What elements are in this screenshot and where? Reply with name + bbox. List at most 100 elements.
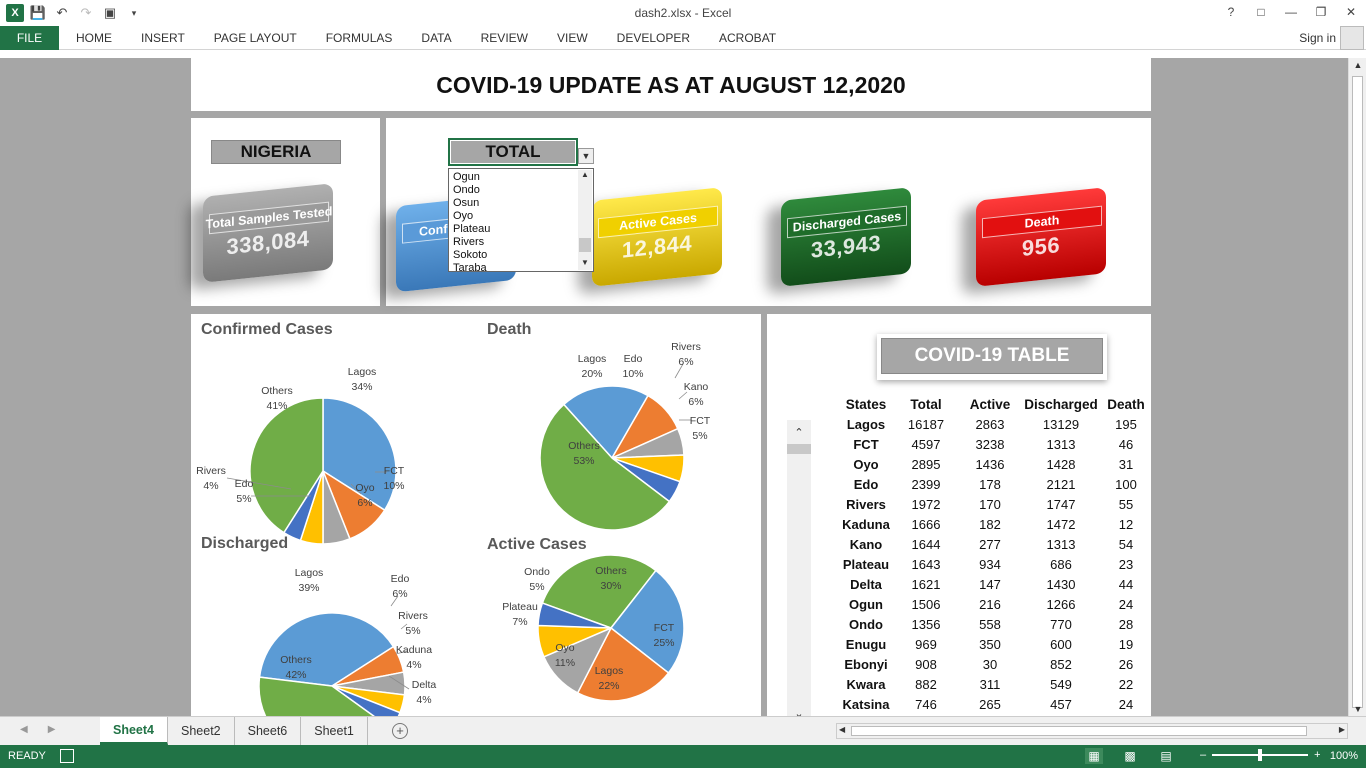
sheet-tab-sheet2[interactable]: Sheet2 <box>168 717 235 745</box>
save-icon[interactable]: 💾 <box>29 5 47 20</box>
customize-qat-icon[interactable]: ▾ <box>131 7 137 18</box>
sheet-vertical-scrollbar[interactable]: ▲ ▼ <box>1348 58 1366 716</box>
state-select-value: TOTAL <box>451 141 575 163</box>
dropdown-option[interactable]: Oyo <box>453 210 474 222</box>
dropdown-scrollbar[interactable]: ▲ ▼ <box>578 170 592 270</box>
tab-developer[interactable]: DEVELOPER <box>616 31 691 45</box>
zoom-slider[interactable]: – + <box>1200 749 1321 761</box>
pie-slice-others[interactable] <box>539 403 671 531</box>
user-avatar-icon[interactable] <box>1340 26 1364 50</box>
tab-page-layout[interactable]: PAGE LAYOUT <box>213 31 297 45</box>
dropdown-option[interactable]: Rivers <box>453 236 485 248</box>
pie-slice-others[interactable] <box>258 676 391 716</box>
tab-insert[interactable]: INSERT <box>141 31 185 45</box>
cell-state: Kwara <box>846 676 886 692</box>
data-label-edo: Edo 10% <box>622 353 643 380</box>
pie-slice-lagos[interactable] <box>562 385 650 460</box>
cell-active: 558 <box>979 616 1001 632</box>
tab-view[interactable]: VIEW <box>556 31 588 45</box>
dropdown-option[interactable]: Ondo <box>453 184 480 196</box>
table-scroll-thumb[interactable] <box>787 444 811 454</box>
scroll-up-icon[interactable]: ▲ <box>581 170 589 179</box>
tab-data[interactable]: DATA <box>421 31 452 45</box>
sign-in-link[interactable]: Sign in <box>1299 31 1336 45</box>
close-icon[interactable]: ✕ <box>1345 5 1357 19</box>
cell-discharged: 1266 <box>1046 596 1076 612</box>
tab-formulas[interactable]: FORMULAS <box>325 31 393 45</box>
covid-table-button[interactable]: COVID-19 TABLE <box>877 334 1107 380</box>
scroll-up-icon[interactable]: ▲ <box>1353 60 1363 70</box>
sheet-tab-sheet1[interactable]: Sheet1 <box>301 717 368 745</box>
pie-slice-delta[interactable] <box>331 685 401 716</box>
tile-total-samples: Total Samples Tested 338,084 <box>203 183 333 283</box>
macro-record-icon[interactable] <box>60 749 74 763</box>
undo-icon[interactable]: ↶ <box>56 5 68 20</box>
sheet-tab-sheet4[interactable]: Sheet4 <box>100 717 168 745</box>
cell-death: 26 <box>1118 656 1134 672</box>
help-icon[interactable]: ? <box>1227 5 1235 19</box>
zoom-knob[interactable] <box>1258 749 1263 761</box>
pie-slice-others[interactable] <box>249 397 324 534</box>
zoom-track[interactable] <box>1212 749 1309 761</box>
restore-icon[interactable]: ❐ <box>1315 5 1327 19</box>
page-break-view-icon[interactable]: ▤ <box>1160 749 1172 763</box>
ribbon-spacer <box>0 50 1366 58</box>
scroll-right-icon[interactable]: ▶ <box>1338 725 1345 734</box>
leader-line <box>400 623 408 630</box>
prev-sheet-icon[interactable]: ◀ <box>20 724 28 735</box>
quick-access-toolbar: X 💾 ↶ ↷ ▣ ▾ <box>6 3 144 23</box>
scroll-down-icon[interactable]: ⌄ <box>794 708 804 716</box>
normal-view-icon[interactable]: ▦ <box>1085 748 1103 764</box>
dropdown-option[interactable]: Taraba <box>453 262 487 274</box>
dropdown-option[interactable]: Sokoto <box>453 249 488 261</box>
pie-slice-lagos[interactable] <box>576 626 670 702</box>
sheet-scroll-thumb[interactable] <box>1352 76 1363 708</box>
dropdown-arrow-icon[interactable]: ▼ <box>578 148 594 164</box>
sheet-tab-bar: ◀ ▶ Sheet4 Sheet2 Sheet6 Sheet1 + ◀ ▶ <box>0 716 1366 745</box>
pie-slice-ondo[interactable] <box>537 602 612 629</box>
add-sheet-icon[interactable]: + <box>392 723 408 739</box>
minimize-icon[interactable]: — <box>1285 5 1297 19</box>
ribbon-tabs: FILE HOME INSERT PAGE LAYOUT FORMULAS DA… <box>0 26 1366 50</box>
sheet-tab-sheet6[interactable]: Sheet6 <box>235 717 302 745</box>
pie-3[interactable] <box>537 554 685 702</box>
tab-review[interactable]: REVIEW <box>480 31 528 45</box>
cell-total: 882 <box>915 676 937 692</box>
zoom-out-icon[interactable]: – <box>1200 749 1207 761</box>
data-label-plateau: Plateau 7% <box>502 601 538 628</box>
horizontal-scroll-thumb[interactable] <box>851 726 1307 736</box>
pie-0[interactable] <box>249 397 397 545</box>
state-dropdown-list[interactable]: Ogun Ondo Osun Oyo Plateau Rivers Sokoto… <box>448 168 594 274</box>
sheet-nav: ◀ ▶ <box>20 724 55 735</box>
sheet-horizontal-scrollbar[interactable]: ◀ ▶ <box>836 723 1348 739</box>
pie-slice-others[interactable] <box>541 554 657 629</box>
zoom-level[interactable]: 100% <box>1329 750 1358 762</box>
table-scrollbar[interactable]: ⌃ ⌄ <box>787 420 811 716</box>
page-layout-view-icon[interactable]: ▩ <box>1124 749 1136 763</box>
scroll-up-icon[interactable]: ⌃ <box>794 427 804 439</box>
pie-2[interactable] <box>258 612 406 716</box>
header-discharged: Discharged <box>1024 396 1098 412</box>
tab-acrobat[interactable]: ACROBAT <box>719 31 777 45</box>
redo-icon[interactable]: ↷ <box>80 5 92 20</box>
file-tab[interactable]: FILE <box>0 26 59 50</box>
dropdown-option[interactable]: Ogun <box>453 171 480 183</box>
scroll-down-icon[interactable]: ▼ <box>581 258 589 267</box>
cell-discharged: 549 <box>1050 676 1072 692</box>
pie-1[interactable] <box>539 385 685 531</box>
data-label-lagos: Lagos 20% <box>578 353 607 380</box>
data-label-others: Others 41% <box>261 385 293 412</box>
dropdown-option[interactable]: Plateau <box>453 223 491 235</box>
zoom-in-icon[interactable]: + <box>1314 749 1321 761</box>
dropdown-scroll-thumb[interactable] <box>579 238 591 252</box>
dropdown-option[interactable]: Osun <box>453 197 480 209</box>
cell-total: 4597 <box>911 436 941 452</box>
scroll-left-icon[interactable]: ◀ <box>839 725 846 734</box>
camera-icon[interactable]: ▣ <box>103 5 117 20</box>
next-sheet-icon[interactable]: ▶ <box>47 724 56 735</box>
tab-home[interactable]: HOME <box>76 31 112 45</box>
pie-slice-fct[interactable] <box>609 569 685 674</box>
ribbon-display-icon[interactable]: □ <box>1257 5 1265 19</box>
state-select[interactable]: TOTAL <box>448 138 578 166</box>
scroll-down-icon[interactable]: ▼ <box>1353 704 1363 714</box>
